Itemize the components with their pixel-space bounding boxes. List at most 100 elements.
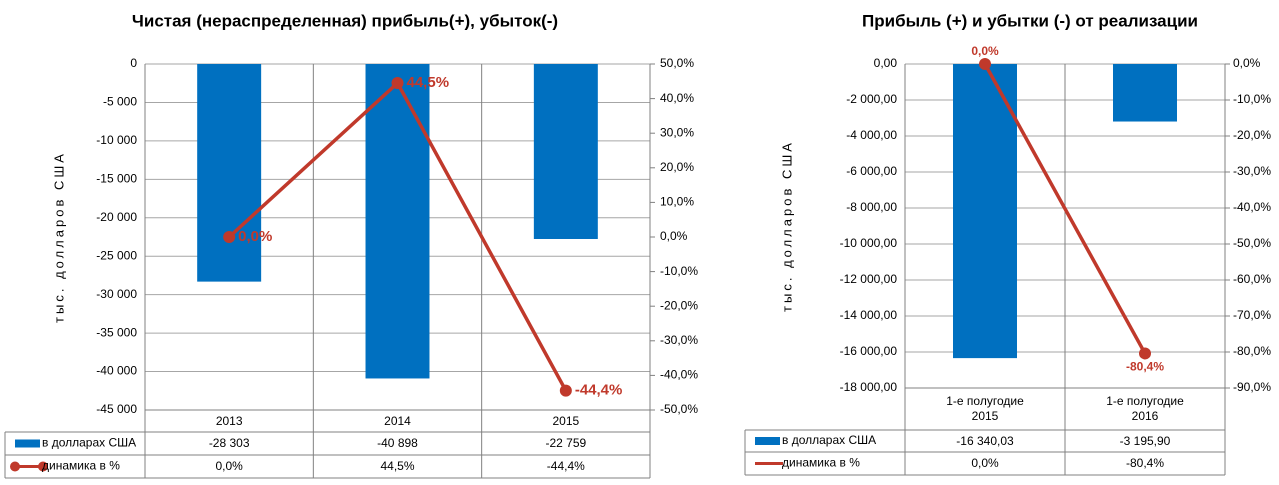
category-label: 2015 bbox=[552, 413, 580, 428]
table-value: -80,4% bbox=[1125, 456, 1165, 470]
y-tick-label: -12 000,00 bbox=[840, 272, 898, 286]
table-value-box: -22 759 bbox=[545, 436, 587, 450]
bar bbox=[365, 64, 430, 379]
y-tick-label: -20 000 bbox=[96, 210, 137, 224]
category-label-box: 1-е полугодие 2015 bbox=[946, 394, 1024, 423]
legend-label: в долларах США bbox=[782, 433, 876, 447]
table-value-box: -40 898 bbox=[377, 436, 418, 450]
table-value: -22 759 bbox=[545, 436, 587, 450]
chart-title: Прибыль (+) и убытки (-) от реализации bbox=[862, 11, 1198, 30]
y2-tick-label: 30,0% bbox=[660, 125, 694, 139]
chart-title: Чистая (нераспределенная) прибыль(+), уб… bbox=[132, 11, 558, 30]
category-label-box: 2013 bbox=[215, 413, 243, 428]
y-tick-label: -35 000 bbox=[96, 325, 137, 339]
y2-tick-label: 50,0% bbox=[660, 56, 694, 70]
y2-tick-label: 0,0% bbox=[1233, 56, 1261, 70]
y-tick-label: -18 000,00 bbox=[840, 380, 898, 394]
y-axis-label: тыс. долларов США bbox=[51, 151, 66, 323]
category-label: 2014 bbox=[384, 413, 411, 428]
table-value-box: 0,0% bbox=[215, 459, 243, 473]
y2-tick-label: -50,0% bbox=[1233, 236, 1271, 250]
table-value: -40 898 bbox=[377, 436, 418, 450]
y2-tick-label: -70,0% bbox=[1233, 308, 1271, 322]
y2-tick-label: 0,0% bbox=[660, 229, 688, 243]
legend-label: динамика в % bbox=[42, 459, 120, 473]
y-tick-label: -16 000,00 bbox=[840, 344, 898, 358]
table-value-box: -80,4% bbox=[1125, 456, 1165, 470]
category-label: 1-е полугодие 2015 bbox=[946, 394, 1024, 423]
y2-tick-label: -50,0% bbox=[660, 402, 698, 416]
table-value: -28 303 bbox=[208, 436, 250, 450]
y-tick-label: -8 000,00 bbox=[846, 200, 897, 214]
category-label: 2013 bbox=[215, 413, 243, 428]
legend-marker bbox=[38, 461, 48, 472]
data-label: 44,5% bbox=[407, 74, 450, 91]
data-label: 0,0% bbox=[971, 44, 999, 58]
y-tick-label: -5 000 bbox=[103, 95, 137, 109]
table-value: 44,5% bbox=[380, 459, 415, 473]
line-marker bbox=[223, 231, 236, 243]
data-label: 0,0% bbox=[238, 228, 272, 245]
bar bbox=[533, 64, 598, 239]
line-marker bbox=[1139, 347, 1151, 360]
y2-tick-label: -30,0% bbox=[660, 333, 698, 347]
table-value: 0,0% bbox=[971, 456, 999, 470]
y-tick-label: -10 000,00 bbox=[840, 236, 898, 250]
y-tick-label: -45 000 bbox=[96, 402, 137, 416]
line-marker bbox=[559, 384, 572, 397]
table-value: -3 195,90 bbox=[1119, 433, 1171, 448]
y-tick-label: -4 000,00 bbox=[846, 128, 897, 142]
category-label: 1-е полугодие 2016 bbox=[1106, 394, 1184, 423]
legend-swatch bbox=[15, 439, 40, 448]
y2-tick-label: -40,0% bbox=[1233, 200, 1271, 214]
y-tick-label: -10 000 bbox=[96, 133, 137, 147]
y2-tick-label: 10,0% bbox=[660, 195, 694, 209]
bar bbox=[197, 64, 262, 282]
table-value: 0,0% bbox=[215, 459, 243, 473]
line-marker bbox=[979, 58, 991, 70]
y2-tick-label: -20,0% bbox=[660, 298, 698, 312]
legend-label: в долларах США bbox=[42, 436, 136, 450]
y-tick-label: -15 000 bbox=[96, 172, 137, 186]
table-value-box: -44,4% bbox=[546, 459, 585, 473]
legend-marker bbox=[10, 461, 20, 472]
y-tick-label: -14 000,00 bbox=[840, 308, 898, 322]
legend-swatch bbox=[755, 437, 780, 445]
table-value-box: 44,5% bbox=[380, 459, 415, 473]
y-tick-label: 0,00 bbox=[874, 56, 898, 70]
y-axis-label: тыс. долларов США bbox=[779, 140, 794, 312]
y2-tick-label: 20,0% bbox=[660, 160, 694, 174]
line-marker bbox=[391, 77, 404, 90]
y-tick-label: -2 000,00 bbox=[846, 92, 897, 106]
table-value: -44,4% bbox=[546, 459, 585, 473]
line bbox=[983, 63, 1147, 355]
y2-tick-label: 40,0% bbox=[660, 91, 694, 105]
table-value-box: -28 303 bbox=[208, 436, 250, 450]
table-value-box: -16 340,03 bbox=[956, 433, 1014, 448]
table-value: -16 340,03 bbox=[956, 433, 1014, 448]
data-label: -80,4% bbox=[1126, 360, 1164, 374]
y-tick-label: 0 bbox=[130, 56, 137, 70]
y2-tick-label: -30,0% bbox=[1233, 164, 1271, 178]
bar bbox=[953, 64, 1017, 359]
y2-tick-label: -60,0% bbox=[1233, 272, 1271, 286]
table-value-box: -3 195,90 bbox=[1119, 433, 1171, 448]
y-tick-label: -25 000 bbox=[96, 248, 137, 262]
y-tick-label: -6 000,00 bbox=[846, 164, 897, 178]
table-value-box: 0,0% bbox=[971, 456, 999, 470]
y2-tick-label: -20,0% bbox=[1233, 128, 1271, 142]
y2-tick-label: -10,0% bbox=[1233, 92, 1271, 106]
y2-tick-label: -10,0% bbox=[660, 264, 698, 278]
bar bbox=[1113, 64, 1177, 122]
y2-tick-label: -40,0% bbox=[660, 368, 698, 382]
legend-label: динамика в % bbox=[782, 456, 860, 470]
category-label-box: 2015 bbox=[552, 413, 580, 428]
y-tick-label: -30 000 bbox=[96, 287, 137, 301]
y2-tick-label: -90,0% bbox=[1233, 380, 1271, 394]
y-tick-label: -40 000 bbox=[96, 364, 137, 378]
category-label-box: 2014 bbox=[384, 413, 411, 428]
data-label: -44,4% bbox=[575, 382, 623, 399]
y2-tick-label: -80,0% bbox=[1233, 344, 1271, 358]
category-label-box: 1-е полугодие 2016 bbox=[1106, 394, 1184, 423]
